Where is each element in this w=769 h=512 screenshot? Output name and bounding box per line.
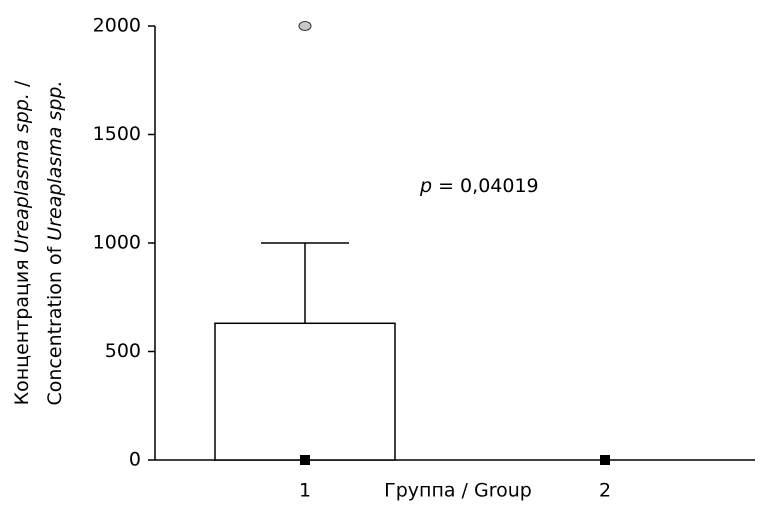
y-axis-label: Концентрация Ureaplasma spp. / Concentrat… <box>11 80 66 405</box>
y-label-line: Концентрация Ureaplasma spp. / <box>11 80 33 405</box>
y-tick-label: 2000 <box>93 15 141 37</box>
text-part: Ureaplasma spp. <box>44 81 66 241</box>
outlier <box>298 21 312 31</box>
text-part: p <box>419 175 432 197</box>
y-tick-label: 1500 <box>93 123 141 145</box>
text-part: / <box>11 80 33 93</box>
text-part: Concentration of <box>44 241 66 406</box>
box <box>214 322 396 461</box>
x-axis-label: Группа / Group <box>384 480 532 502</box>
x-tick-label: 1 <box>299 480 311 502</box>
y-tick-label: 500 <box>105 340 141 362</box>
text-part: = 0,04019 <box>432 175 539 197</box>
text-part: Ureaplasma spp. <box>11 93 33 253</box>
text-part: Концентрация <box>11 253 33 405</box>
median <box>300 455 310 465</box>
y-label-line: Concentration of Ureaplasma spp. <box>44 81 66 406</box>
median <box>600 455 610 465</box>
x-tick-label: 2 <box>599 480 611 502</box>
annotation: p = 0,04019 <box>419 175 539 197</box>
y-tick-label: 0 <box>129 449 141 471</box>
y-tick-label: 1000 <box>93 232 141 254</box>
